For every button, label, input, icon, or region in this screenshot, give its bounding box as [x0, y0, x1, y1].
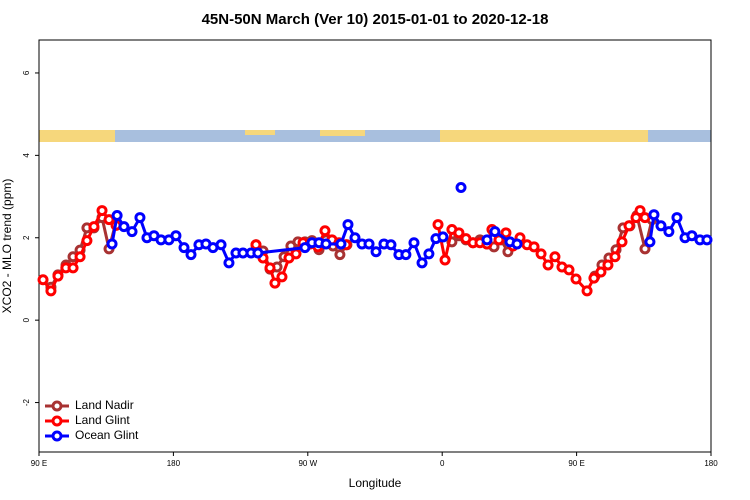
data-point	[363, 238, 375, 250]
data-point	[269, 277, 281, 289]
data-point	[481, 234, 493, 246]
y-tick-label: 4	[22, 153, 31, 158]
data-point	[535, 248, 547, 260]
data-point	[170, 230, 182, 242]
data-point	[528, 241, 540, 253]
data-point	[45, 285, 57, 297]
y-tick-label: -2	[22, 398, 31, 406]
x-tick-label: 90 W	[298, 459, 317, 468]
x-tick-label: 180	[167, 459, 181, 468]
data-point	[500, 227, 512, 239]
data-point	[453, 227, 465, 239]
map-strip	[39, 130, 711, 142]
data-point	[686, 230, 698, 242]
data-point	[644, 236, 656, 248]
plot-frame	[38, 39, 712, 453]
legend-label: Land Glint	[75, 413, 130, 427]
legend-marker	[51, 400, 63, 412]
data-point	[250, 239, 262, 251]
data-point	[134, 212, 146, 224]
data-point	[349, 232, 361, 244]
data-point	[67, 262, 79, 274]
data-point	[185, 249, 197, 261]
data-point	[103, 214, 115, 226]
data-point	[126, 226, 138, 238]
data-point	[81, 235, 93, 247]
data-point	[634, 205, 646, 217]
data-point	[609, 251, 621, 263]
data-point	[581, 285, 593, 297]
data-point	[616, 236, 628, 248]
data-point	[455, 181, 467, 193]
data-point	[423, 248, 435, 260]
data-point	[252, 247, 264, 259]
legend-marker	[51, 430, 63, 442]
data-point	[52, 270, 64, 282]
data-point	[437, 231, 449, 243]
y-tick-label: 2	[22, 235, 31, 240]
data-point	[106, 238, 118, 250]
data-point	[639, 243, 651, 255]
data-point	[96, 205, 108, 217]
y-axis-label: XCO2 - MLO trend (ppm)	[0, 179, 14, 314]
data-point	[588, 272, 600, 284]
data-point	[215, 239, 227, 251]
y-tick-label: 0	[22, 317, 31, 322]
legend-label: Land Nadir	[75, 398, 134, 412]
data-point	[385, 239, 397, 251]
data-point	[663, 226, 675, 238]
data-point	[320, 238, 332, 250]
data-point	[416, 257, 428, 269]
data-point	[118, 221, 130, 233]
data-point	[602, 259, 614, 271]
legend-marker	[51, 415, 63, 427]
data-point	[37, 274, 49, 286]
data-point	[671, 212, 683, 224]
data-point	[549, 251, 561, 263]
data-point	[408, 237, 420, 249]
x-tick-label: 0	[440, 459, 445, 468]
data-point	[276, 271, 288, 283]
data-point	[370, 246, 382, 258]
data-point	[400, 249, 412, 261]
data-point	[511, 238, 523, 250]
data-point	[178, 242, 190, 254]
data-point	[290, 248, 302, 260]
chart-title: 45N-50N March (Ver 10) 2015-01-01 to 202…	[202, 11, 549, 28]
data-point	[489, 226, 501, 238]
data-point	[542, 259, 554, 271]
x-axis-label: Longitude	[349, 476, 402, 490]
data-point	[623, 220, 635, 232]
data-point	[342, 219, 354, 231]
data-point	[648, 209, 660, 221]
data-point	[319, 225, 331, 237]
data-point	[701, 234, 713, 246]
data-point	[655, 220, 667, 232]
data-point	[264, 262, 276, 274]
data-point	[223, 257, 235, 269]
data-point	[563, 264, 575, 276]
x-tick-label: 90 E	[568, 459, 584, 468]
data-point	[335, 238, 347, 250]
data-point	[74, 251, 86, 263]
data-point	[432, 219, 444, 231]
legend-label: Ocean Glint	[75, 428, 139, 442]
data-point	[111, 210, 123, 222]
data-point	[334, 249, 346, 261]
data-point	[299, 242, 311, 254]
data-point	[639, 212, 651, 224]
data-point	[595, 266, 607, 278]
x-tick-label: 90 E	[31, 459, 47, 468]
data-point	[439, 254, 451, 266]
x-tick-label: 180	[704, 459, 718, 468]
data-point	[88, 221, 100, 233]
data-point	[570, 273, 582, 285]
y-tick-label: 6	[22, 70, 31, 75]
